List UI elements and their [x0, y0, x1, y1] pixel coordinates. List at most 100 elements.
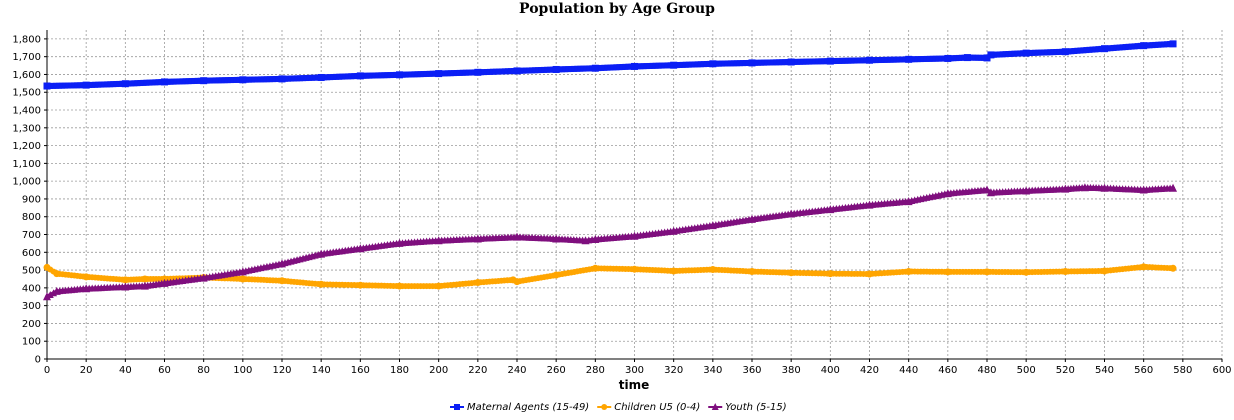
x-tick-label: 500: [1017, 365, 1036, 376]
data-point: [43, 263, 51, 271]
series-markers: [43, 183, 1177, 300]
data-point: [631, 265, 638, 273]
data-point: [708, 221, 717, 230]
x-tick-label: 180: [390, 365, 409, 376]
x-tick-label: 60: [158, 365, 171, 376]
data-point: [865, 200, 874, 209]
data-point: [1169, 264, 1177, 272]
y-tick-label: 1,400: [12, 106, 41, 117]
y-tick-label: 1,000: [12, 177, 41, 188]
data-point: [866, 270, 873, 278]
data-point: [1169, 40, 1177, 48]
data-point: [52, 286, 61, 295]
data-point: [1139, 185, 1148, 194]
y-tick-label: 900: [22, 194, 41, 205]
x-tick-labels: 0 20 40 60 80 100 120 140 160 180 200 220 240 260 280 3…: [44, 359, 1232, 376]
data-point: [748, 214, 756, 223]
data-point: [1101, 45, 1108, 53]
data-point: [1169, 183, 1178, 192]
x-tick-label: 0: [44, 365, 50, 376]
x-tick-label: 320: [664, 365, 683, 376]
data-point: [200, 77, 208, 85]
data-point: [1061, 184, 1070, 193]
data-point: [278, 75, 286, 83]
x-tick-label: 160: [351, 365, 370, 376]
y-tick-label: 600: [22, 248, 41, 259]
x-tick-label: 380: [782, 365, 801, 376]
data-point: [121, 282, 130, 291]
data-point: [826, 205, 835, 214]
data-point: [552, 234, 561, 243]
data-point: [826, 57, 834, 65]
y-tick-label: 1,300: [12, 123, 41, 134]
legend: Maternal Agents (15-49) Children U5 (0-4)…: [450, 402, 787, 413]
data-point: [963, 54, 971, 62]
y-tick-label: 1,600: [12, 70, 41, 81]
data-point: [987, 51, 995, 59]
data-point: [474, 68, 482, 76]
data-point: [709, 266, 717, 274]
y-tick-label: 1,700: [12, 52, 41, 63]
y-tick-label: 1,200: [12, 141, 41, 152]
x-tick-label: 200: [429, 365, 448, 376]
data-point: [944, 268, 952, 276]
data-point: [826, 270, 834, 278]
y-tick-label: 200: [22, 319, 41, 330]
data-point: [1061, 48, 1069, 56]
data-point: [473, 234, 482, 243]
legend-label: Youth (5-15): [725, 402, 786, 413]
data-point: [396, 282, 403, 290]
y-tick-label: 500: [22, 266, 41, 277]
data-point: [670, 61, 678, 69]
x-tick-label: 100: [233, 365, 252, 376]
y-tick-label: 0: [35, 355, 41, 366]
y-tick-labels: 0 100 200 300 400 500 600 700 800 900 1,000 1,100 1,…: [12, 34, 47, 366]
y-tick-label: 1,800: [12, 34, 41, 45]
data-point: [670, 267, 678, 275]
data-point: [581, 236, 590, 245]
data-point: [161, 78, 168, 86]
data-point: [904, 197, 913, 206]
data-point: [474, 279, 482, 287]
data-point: [317, 249, 326, 258]
x-tick-label: 120: [272, 365, 291, 376]
series-triangle: [43, 183, 1178, 301]
x-tick-label: 460: [938, 365, 957, 376]
legend-swatch-marker: [454, 404, 460, 410]
data-point: [748, 59, 756, 67]
data-point: [1022, 186, 1031, 195]
data-point: [513, 278, 521, 286]
data-point: [983, 268, 991, 276]
x-tick-label: 520: [1056, 365, 1075, 376]
data-point: [944, 54, 952, 62]
data-point: [983, 185, 991, 194]
data-point: [1061, 268, 1069, 276]
x-tick-label: 140: [312, 365, 331, 376]
data-point: [317, 73, 325, 81]
x-tick-label: 360: [742, 365, 761, 376]
data-point: [121, 80, 129, 88]
data-point: [787, 58, 795, 66]
legend-label: Maternal Agents (15-49): [467, 402, 589, 413]
x-tick-label: 580: [1173, 365, 1192, 376]
data-point: [709, 60, 717, 68]
data-point: [1022, 268, 1030, 276]
data-point: [669, 226, 678, 235]
data-point: [986, 188, 995, 197]
y-tick-label: 700: [22, 230, 41, 241]
x-axis-label: time: [619, 378, 650, 392]
x-tick-label: 40: [119, 365, 132, 376]
x-tick-label: 220: [468, 365, 487, 376]
x-tick-label: 540: [1095, 365, 1114, 376]
data-point: [983, 54, 991, 62]
data-point: [866, 56, 873, 64]
data-point: [943, 189, 952, 198]
data-point: [82, 81, 90, 89]
data-point: [434, 236, 443, 245]
data-point: [905, 55, 913, 63]
data-point: [435, 282, 443, 290]
y-tick-label: 1,500: [12, 88, 41, 99]
chart-title: Population by Age Group: [519, 1, 715, 17]
data-point: [43, 292, 51, 301]
x-tick-label: 20: [80, 365, 93, 376]
